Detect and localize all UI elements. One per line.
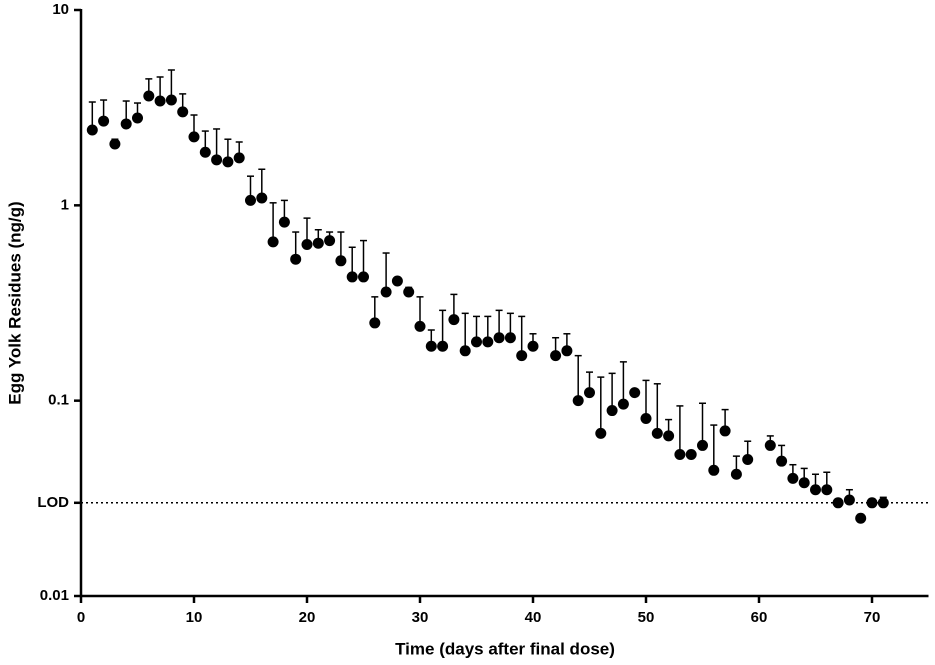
x-tick-label: 50 [638, 609, 655, 626]
point [764, 439, 776, 451]
point [697, 439, 708, 451]
point [448, 314, 460, 326]
y-tick-label: LOD [37, 494, 69, 511]
point [617, 398, 629, 410]
point [120, 118, 132, 130]
y-tick-label: 10 [52, 1, 69, 18]
point [471, 336, 482, 348]
point [380, 286, 392, 298]
point [776, 455, 788, 467]
point [719, 425, 731, 437]
point [877, 497, 889, 509]
point [459, 345, 471, 357]
x-tick-label: 20 [299, 609, 316, 626]
point [165, 94, 177, 106]
point [301, 239, 313, 251]
point [798, 477, 810, 489]
point [504, 332, 516, 344]
y-tick-label: 0.01 [40, 587, 69, 604]
point [708, 464, 720, 476]
y-tick-label: 0.1 [48, 392, 69, 409]
point [810, 484, 821, 496]
point [584, 387, 595, 399]
point [143, 90, 155, 102]
point [606, 405, 618, 417]
x-tick-label: 60 [751, 609, 768, 626]
point [640, 413, 652, 425]
point [527, 340, 539, 352]
point [267, 236, 279, 248]
point [742, 453, 754, 465]
point [787, 472, 799, 484]
point [199, 146, 211, 158]
point [278, 216, 290, 228]
point [550, 350, 562, 362]
point [821, 484, 833, 496]
point [855, 512, 867, 524]
point [132, 112, 143, 124]
x-axis-title: Time (days after final dose) [395, 639, 615, 658]
x-tick-label: 40 [525, 609, 542, 626]
point [437, 340, 449, 352]
point [98, 115, 110, 127]
point [256, 192, 268, 204]
x-tick-label: 30 [412, 609, 429, 626]
point [403, 286, 415, 298]
x-tick-label: 70 [864, 609, 881, 626]
point [516, 350, 528, 362]
point [335, 255, 347, 267]
point [832, 497, 844, 509]
point [222, 156, 234, 168]
x-tick-label: 10 [186, 609, 203, 626]
point [233, 152, 245, 164]
point [346, 271, 358, 283]
point [595, 427, 607, 439]
point [177, 106, 189, 118]
point [674, 449, 686, 461]
point [391, 275, 403, 287]
point [188, 131, 200, 143]
y-tick-label: 1 [61, 196, 69, 213]
point [414, 320, 426, 332]
point [290, 253, 302, 265]
point [109, 138, 121, 150]
point [312, 237, 324, 249]
point [663, 430, 675, 442]
point [572, 395, 584, 407]
point [651, 427, 663, 439]
point [629, 387, 641, 399]
point [358, 271, 369, 283]
point [245, 194, 256, 206]
y-axis-title: Egg Yolk Residues (ng/g) [5, 201, 24, 404]
x-tick-label: 0 [77, 609, 85, 626]
point [561, 345, 573, 357]
point [154, 95, 166, 107]
point [730, 468, 742, 480]
point [493, 332, 505, 344]
point [482, 336, 494, 348]
point [866, 497, 878, 509]
point [685, 449, 697, 461]
point [425, 340, 437, 352]
point [369, 317, 381, 329]
point [843, 494, 855, 506]
point [324, 235, 336, 247]
point [86, 124, 98, 136]
point [211, 154, 223, 166]
